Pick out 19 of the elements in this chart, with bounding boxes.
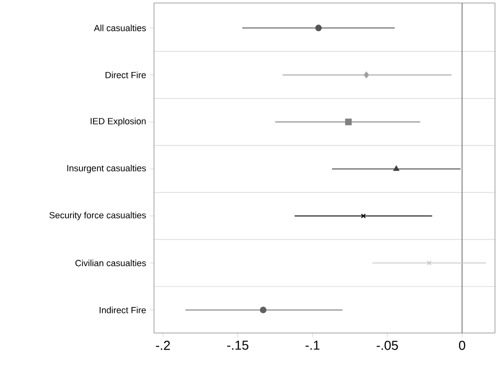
point	[393, 166, 400, 171]
y-tick-label: Insurgent casualties	[67, 164, 146, 174]
y-tick-label: All casualties	[94, 24, 146, 32]
y-tick-label: IED Explosion	[90, 118, 146, 126]
y-tick-label: Indirect Fire	[100, 306, 146, 314]
point	[260, 306, 266, 314]
point	[315, 24, 322, 32]
x-tick-label: -.05	[376, 340, 398, 350]
point	[364, 72, 369, 78]
y-tick-label: Civilian casualties	[75, 260, 146, 266]
point	[360, 213, 366, 218]
y-tick-label: Direct Fire	[106, 72, 146, 78]
x-tick-label: -.2	[156, 340, 170, 350]
x-tick-label: -.15	[227, 340, 248, 350]
point	[426, 260, 432, 266]
y-tick-label: Security force casualties	[49, 212, 146, 220]
x-tick-label: -.1	[306, 340, 320, 350]
point	[345, 118, 352, 126]
x-tick-label: 0	[459, 340, 466, 350]
